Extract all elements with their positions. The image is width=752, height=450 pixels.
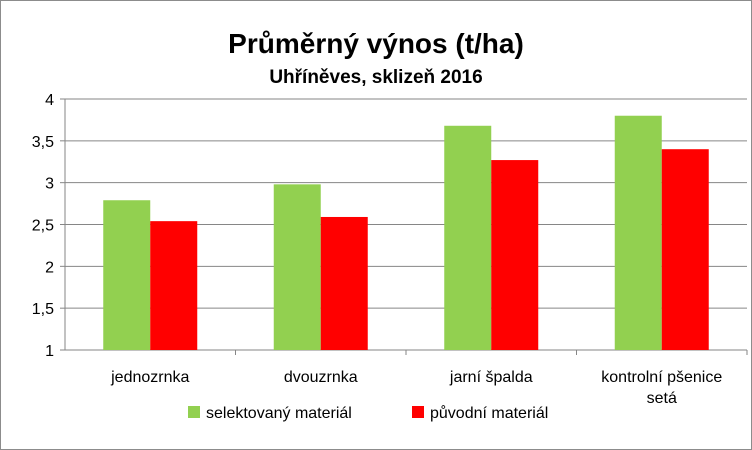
x-tick-label: kontrolní pšenice	[601, 369, 722, 386]
chart-title: Průměrný výnos (t/ha)	[228, 28, 524, 59]
chart-subtitle: Uhříněves, sklizeň 2016	[269, 67, 482, 88]
bar-original-0	[150, 221, 198, 350]
y-tick-label: 2	[45, 259, 54, 276]
y-tick-label: 1	[45, 343, 54, 360]
y-tick-label: 4	[45, 92, 54, 109]
x-tick-label: jednozrnka	[110, 369, 189, 386]
bar-selected-2	[444, 125, 492, 350]
legend-swatch-1	[412, 406, 424, 418]
bar-selected-3	[614, 115, 662, 350]
y-tick-label: 2,5	[32, 218, 54, 235]
legend-swatch-0	[188, 406, 200, 418]
legend: selektovaný materiál původní materiál	[188, 404, 548, 422]
y-tick-label: 3,5	[32, 134, 54, 151]
bar-original-1	[320, 216, 368, 350]
legend-label-0: selektovaný materiál	[206, 405, 352, 422]
bar-original-3	[661, 149, 709, 350]
x-tick-label: dvouzrnka	[284, 369, 358, 386]
bar-original-2	[491, 160, 539, 350]
tick-labels: 1 1,5 2 2,5 3 3,5 4 jednozrnka dvouzrnka jarní šp…	[32, 92, 723, 407]
legend-label-1: původní materiál	[430, 404, 548, 422]
bars	[103, 115, 709, 350]
bar-selected-1	[273, 184, 321, 350]
bar-selected-0	[103, 200, 151, 350]
x-tick-label: jarní špalda	[449, 369, 533, 386]
y-tick-label: 3	[45, 176, 54, 193]
x-tick-label: setá	[647, 390, 677, 407]
y-tick-label: 1,5	[32, 301, 54, 318]
